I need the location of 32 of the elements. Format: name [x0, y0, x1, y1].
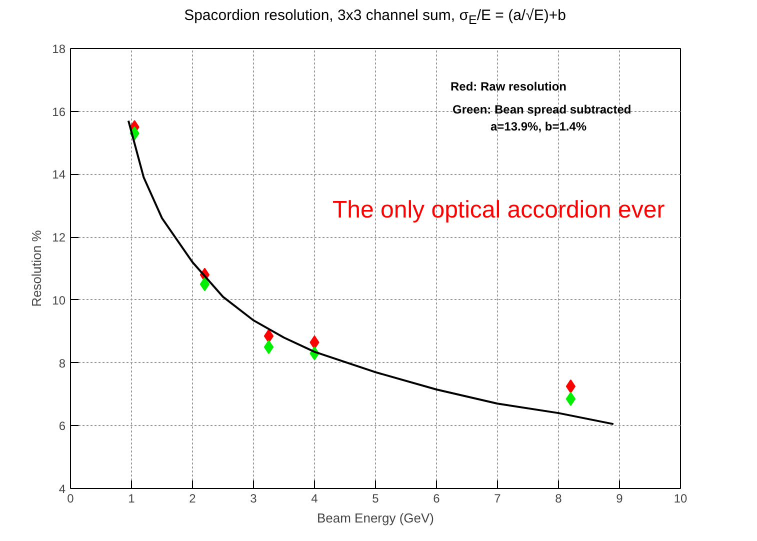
- x-tick-label: 3: [250, 492, 258, 506]
- x-tick-label: 2: [189, 492, 196, 506]
- x-tick-label: 9: [616, 492, 624, 506]
- x-tick-label: 5: [372, 492, 380, 506]
- x-tick-label: 0: [67, 492, 74, 506]
- y-tick-label: 16: [52, 104, 66, 119]
- annotation: Green: Bean spread subtracted: [452, 102, 632, 116]
- x-axis-title: Beam Energy (GeV): [316, 510, 434, 526]
- x-tick-label: 1: [128, 492, 136, 506]
- x-tick-label: 4: [311, 492, 318, 506]
- y-tick-label: 6: [58, 419, 66, 434]
- y-tick-label: 10: [52, 293, 66, 308]
- point: [200, 277, 210, 292]
- x-tick-label: 8: [555, 492, 562, 506]
- y-tick-label: 18: [52, 42, 66, 56]
- point: [566, 379, 576, 394]
- chart-title: Spacordion resolution, 3x3 channel sum, σ$_{E}$/E = (a/√E)+b: [183, 6, 567, 29]
- x-tick-label: 7: [494, 492, 502, 506]
- point: [566, 392, 576, 406]
- annotation: a=13.9%, b=1.4%: [490, 120, 587, 134]
- y-tick-label: 8: [58, 356, 66, 370]
- line-series: [127, 120, 614, 426]
- x-tick-label: 6: [433, 492, 440, 506]
- point: [264, 329, 274, 344]
- annotation: Red: Raw resolution: [450, 80, 567, 94]
- point: [264, 340, 274, 354]
- y-tick-label: 4: [58, 482, 66, 496]
- annotation: The only optical accordion ever: [332, 196, 665, 224]
- x-tick-label: 10: [674, 492, 688, 506]
- y-tick-label: 12: [52, 230, 66, 245]
- y-tick-label: 14: [52, 168, 66, 182]
- y-axis-title: Resolution %: [29, 230, 44, 307]
